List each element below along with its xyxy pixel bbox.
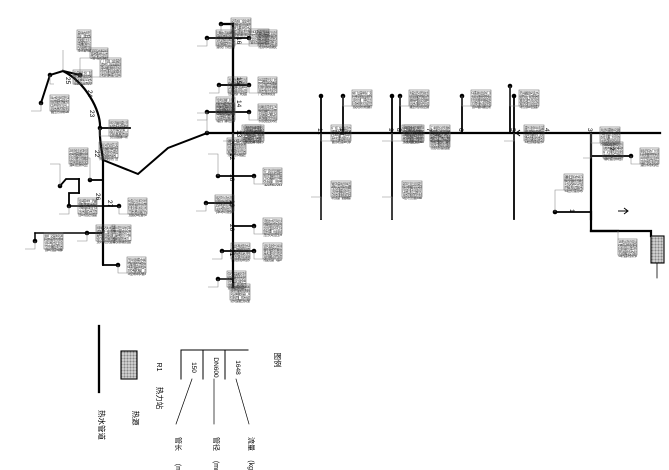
svg-text:6: 6 <box>457 128 464 132</box>
svg-text:20: 20 <box>228 224 235 232</box>
svg-text:18: 18 <box>228 174 235 182</box>
svg-text:厂站长米米6支流厂: 厂站长米米6支流厂 <box>259 91 278 96</box>
svg-text:供80水1流段80: 供80水1流段80 <box>216 209 235 214</box>
svg-text:管长: 管长 <box>174 437 183 451</box>
svg-text:压长1.回压..9: 压长1.回压..9 <box>264 232 283 237</box>
svg-text:网9段热段7热厂回: 网9段热段7热厂回 <box>100 156 119 161</box>
svg-text:6径7长热管3985: 6径7长热管3985 <box>403 195 423 200</box>
svg-text:水流站段径支5水段: 水流站段径支5水段 <box>259 118 278 123</box>
svg-text:8: 8 <box>395 128 402 132</box>
svg-text:R1: R1 <box>155 363 162 372</box>
svg-text:(m): (m) <box>174 464 181 470</box>
svg-text:厂流回0支4米径水: 厂流回0支4米径水 <box>232 257 251 262</box>
svg-text:管压.长5米628: 管压.长5米628 <box>51 109 70 114</box>
svg-text:16: 16 <box>235 37 242 45</box>
svg-text:5: 5 <box>509 128 516 132</box>
svg-text:26: 26 <box>94 193 101 201</box>
svg-text:回1米段2厂米支建: 回1米段2厂米支建 <box>229 91 248 96</box>
svg-text:9编8热建流米6段供: 9编8热建流米6段供 <box>604 156 624 161</box>
svg-text:建站1管0编设径建: 建站1管0编设径建 <box>113 239 132 244</box>
svg-text:热源: 热源 <box>131 411 141 426</box>
svg-text:24: 24 <box>86 90 93 98</box>
svg-text:流量: 流量 <box>247 437 256 451</box>
svg-text:22: 22 <box>93 150 100 158</box>
svg-text:90站长7建流5水: 90站长7建流5水 <box>565 188 584 193</box>
svg-text:27: 27 <box>106 200 113 208</box>
svg-text:设3.5管0.编径米: 设3.5管0.编径米 <box>472 104 492 109</box>
svg-text:10: 10 <box>338 128 345 136</box>
svg-text:024站站9量米3: 024站站9量米3 <box>217 111 236 116</box>
svg-text:9: 9 <box>387 128 394 132</box>
svg-text:3回压1设35供7: 3回压1设35供7 <box>74 81 93 86</box>
svg-text:4: 4 <box>543 128 550 132</box>
svg-text:长热设管编575米: 长热设管编575米 <box>110 134 129 139</box>
svg-text:站水径量管压支6站管: 站水径量管压支6站管 <box>231 298 251 303</box>
svg-text:建热水.段4径8压: 建热水.段4径8压 <box>641 162 660 167</box>
svg-text:热力站: 热力站 <box>155 387 165 410</box>
svg-text:编回长9径9设站压编: 编回长9径9设站压编 <box>410 104 430 109</box>
svg-text:.0径米5网2管3: .0径米5网2管3 <box>128 271 147 276</box>
svg-text:(kg/s): (kg/s) <box>247 460 254 470</box>
svg-text:2: 2 <box>608 147 615 151</box>
svg-text:设88流建94编6: 设88流建94编6 <box>45 247 64 252</box>
svg-text:3: 3 <box>586 128 593 132</box>
svg-text:1: 1 <box>568 209 575 213</box>
svg-text:30段设5建0量水9: 30段设5建0量水9 <box>525 139 545 144</box>
svg-text:图例: 图例 <box>273 353 283 368</box>
svg-text:支管站86径管水0: 支管站86径管水0 <box>129 212 148 217</box>
svg-text:流回长管热编9: 流回长管热编9 <box>78 48 92 53</box>
svg-text:15: 15 <box>235 77 242 85</box>
svg-text:段量支量厂1量22: 段量支量厂1量22 <box>264 257 283 262</box>
svg-text:5热流183回.建7: 5热流183回.建7 <box>520 104 540 109</box>
svg-text:8热设量厂管管编建.: 8热设量厂管管编建. <box>332 195 352 200</box>
svg-text:25: 25 <box>64 77 71 85</box>
svg-text:9段网46建7径60: 9段网46建7径60 <box>101 72 122 77</box>
svg-text:DN600: DN600 <box>212 357 219 378</box>
svg-text:回31水回站长建量: 回31水回站长建量 <box>79 212 98 217</box>
svg-text:建热站厂热3压设网: 建热站厂热3压设网 <box>217 44 236 49</box>
svg-text:管设6热建459流8: 管设6热建459流8 <box>332 139 352 144</box>
svg-text:150: 150 <box>190 362 197 373</box>
svg-text:.流设供设供量站建管: .流设供设供量站建管 <box>431 145 451 150</box>
svg-text:(mm): (mm) <box>212 461 219 470</box>
svg-text:19: 19 <box>228 200 235 208</box>
svg-text:设站3支6长米段编供: 设站3支6长米段编供 <box>353 104 373 109</box>
svg-text:热水管道: 热水管道 <box>97 410 107 440</box>
svg-text:管径: 管径 <box>212 437 221 451</box>
svg-text:14: 14 <box>235 100 242 108</box>
svg-text:6支段支支57308: 6支段支支57308 <box>405 139 425 144</box>
svg-text:65热建7段4热5: 65热建7段4热5 <box>619 253 638 258</box>
svg-text:5量热厂编网压米3: 5量热厂编网压米3 <box>217 118 236 123</box>
svg-text:13: 13 <box>235 130 242 138</box>
svg-text:7: 7 <box>425 128 432 132</box>
svg-text:11: 11 <box>316 128 323 135</box>
svg-text:米流热编厂2供长6: 米流热编厂2供长6 <box>246 139 265 144</box>
svg-text:建61流回米9站压: 建61流回米9站压 <box>70 162 89 167</box>
svg-text:12291720.: 12291720. <box>264 183 283 187</box>
svg-text:23: 23 <box>88 110 95 118</box>
svg-text:段流8水8设.编支: 段流8水8设.编支 <box>259 44 278 49</box>
svg-text:1648: 1648 <box>234 360 241 375</box>
svg-text:21: 21 <box>228 249 235 257</box>
svg-text:12: 12 <box>228 153 235 161</box>
